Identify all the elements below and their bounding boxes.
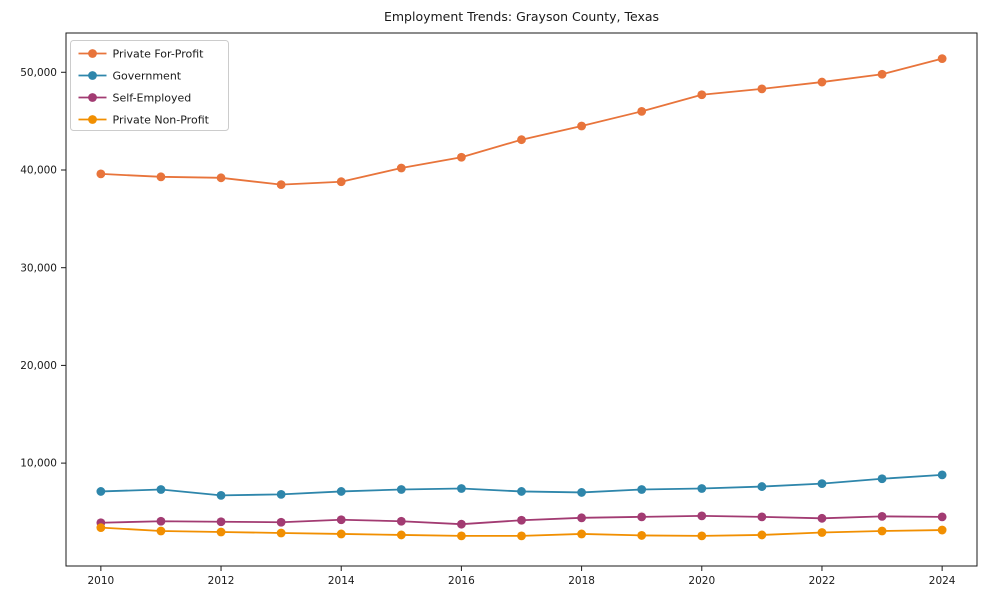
data-point bbox=[517, 135, 526, 145]
legend-marker bbox=[88, 49, 97, 58]
data-point bbox=[276, 528, 286, 538]
data-point bbox=[577, 488, 586, 497]
data-point bbox=[577, 121, 586, 131]
data-point bbox=[276, 180, 286, 190]
data-point bbox=[457, 484, 466, 493]
data-point bbox=[877, 474, 887, 484]
plot-border bbox=[65, 32, 978, 567]
legend-label: Private Non-Profit bbox=[113, 113, 210, 126]
legend-label: Government bbox=[113, 69, 182, 82]
data-point bbox=[96, 523, 106, 533]
y-tick-label: 20,000 bbox=[20, 360, 57, 372]
data-point bbox=[336, 177, 346, 187]
x-tick-label: 2018 bbox=[568, 575, 595, 587]
x-tick-label: 2022 bbox=[809, 575, 836, 587]
data-point bbox=[877, 69, 887, 79]
x-tick-label: 2010 bbox=[87, 575, 114, 587]
data-point bbox=[457, 519, 466, 529]
data-point bbox=[697, 531, 707, 541]
legend-label: Self-Employed bbox=[113, 91, 192, 104]
x-tick-label: 2014 bbox=[328, 575, 355, 587]
data-point bbox=[577, 529, 586, 539]
data-point bbox=[156, 172, 166, 182]
data-point bbox=[877, 511, 887, 521]
data-point bbox=[517, 515, 526, 525]
data-point bbox=[937, 470, 947, 480]
data-point bbox=[517, 531, 526, 541]
data-point bbox=[156, 516, 166, 526]
data-point bbox=[96, 169, 106, 179]
data-point bbox=[817, 513, 827, 523]
data-point bbox=[276, 489, 286, 499]
data-point bbox=[877, 526, 887, 536]
data-point bbox=[336, 529, 346, 539]
data-point bbox=[336, 487, 346, 496]
data-point bbox=[697, 511, 707, 521]
y-tick-label: 30,000 bbox=[20, 262, 57, 274]
data-point bbox=[396, 485, 406, 494]
data-point bbox=[517, 487, 526, 496]
legend-marker bbox=[88, 115, 97, 124]
data-point bbox=[457, 531, 466, 541]
legend-marker bbox=[88, 93, 97, 102]
data-point bbox=[637, 106, 647, 116]
data-point bbox=[817, 77, 827, 87]
legend-box bbox=[70, 40, 229, 131]
data-point bbox=[276, 517, 286, 527]
y-tick-label: 40,000 bbox=[20, 165, 57, 177]
data-point bbox=[396, 530, 406, 540]
data-point bbox=[577, 513, 586, 523]
data-point bbox=[336, 515, 346, 525]
y-tick-label: 10,000 bbox=[20, 458, 57, 470]
data-point bbox=[817, 528, 827, 537]
data-point bbox=[216, 173, 226, 183]
legend-label: Private For-Profit bbox=[113, 47, 205, 60]
data-point bbox=[937, 54, 947, 63]
data-point bbox=[637, 531, 647, 540]
data-point bbox=[757, 530, 767, 540]
data-point bbox=[697, 484, 707, 493]
x-tick-label: 2020 bbox=[688, 575, 715, 587]
data-point bbox=[216, 527, 226, 537]
data-point bbox=[937, 512, 947, 522]
data-point bbox=[637, 485, 647, 494]
data-point bbox=[757, 84, 767, 94]
data-point bbox=[817, 479, 827, 489]
data-point bbox=[757, 482, 767, 491]
data-point bbox=[697, 90, 707, 100]
legend-marker bbox=[88, 71, 97, 80]
data-point bbox=[96, 487, 106, 496]
chart-title: Employment Trends: Grayson County, Texas bbox=[384, 9, 659, 24]
data-point bbox=[396, 163, 406, 173]
data-point bbox=[457, 152, 466, 162]
data-point bbox=[637, 512, 647, 522]
data-point bbox=[216, 490, 226, 500]
x-tick-label: 2012 bbox=[208, 575, 235, 587]
data-point bbox=[156, 526, 166, 536]
data-point bbox=[757, 512, 767, 522]
data-point bbox=[156, 485, 166, 494]
y-tick-label: 50,000 bbox=[20, 67, 57, 79]
data-point bbox=[396, 516, 406, 526]
data-point bbox=[937, 525, 947, 535]
x-tick-label: 2024 bbox=[929, 575, 956, 587]
x-tick-label: 2016 bbox=[448, 575, 475, 587]
data-point bbox=[216, 517, 226, 527]
